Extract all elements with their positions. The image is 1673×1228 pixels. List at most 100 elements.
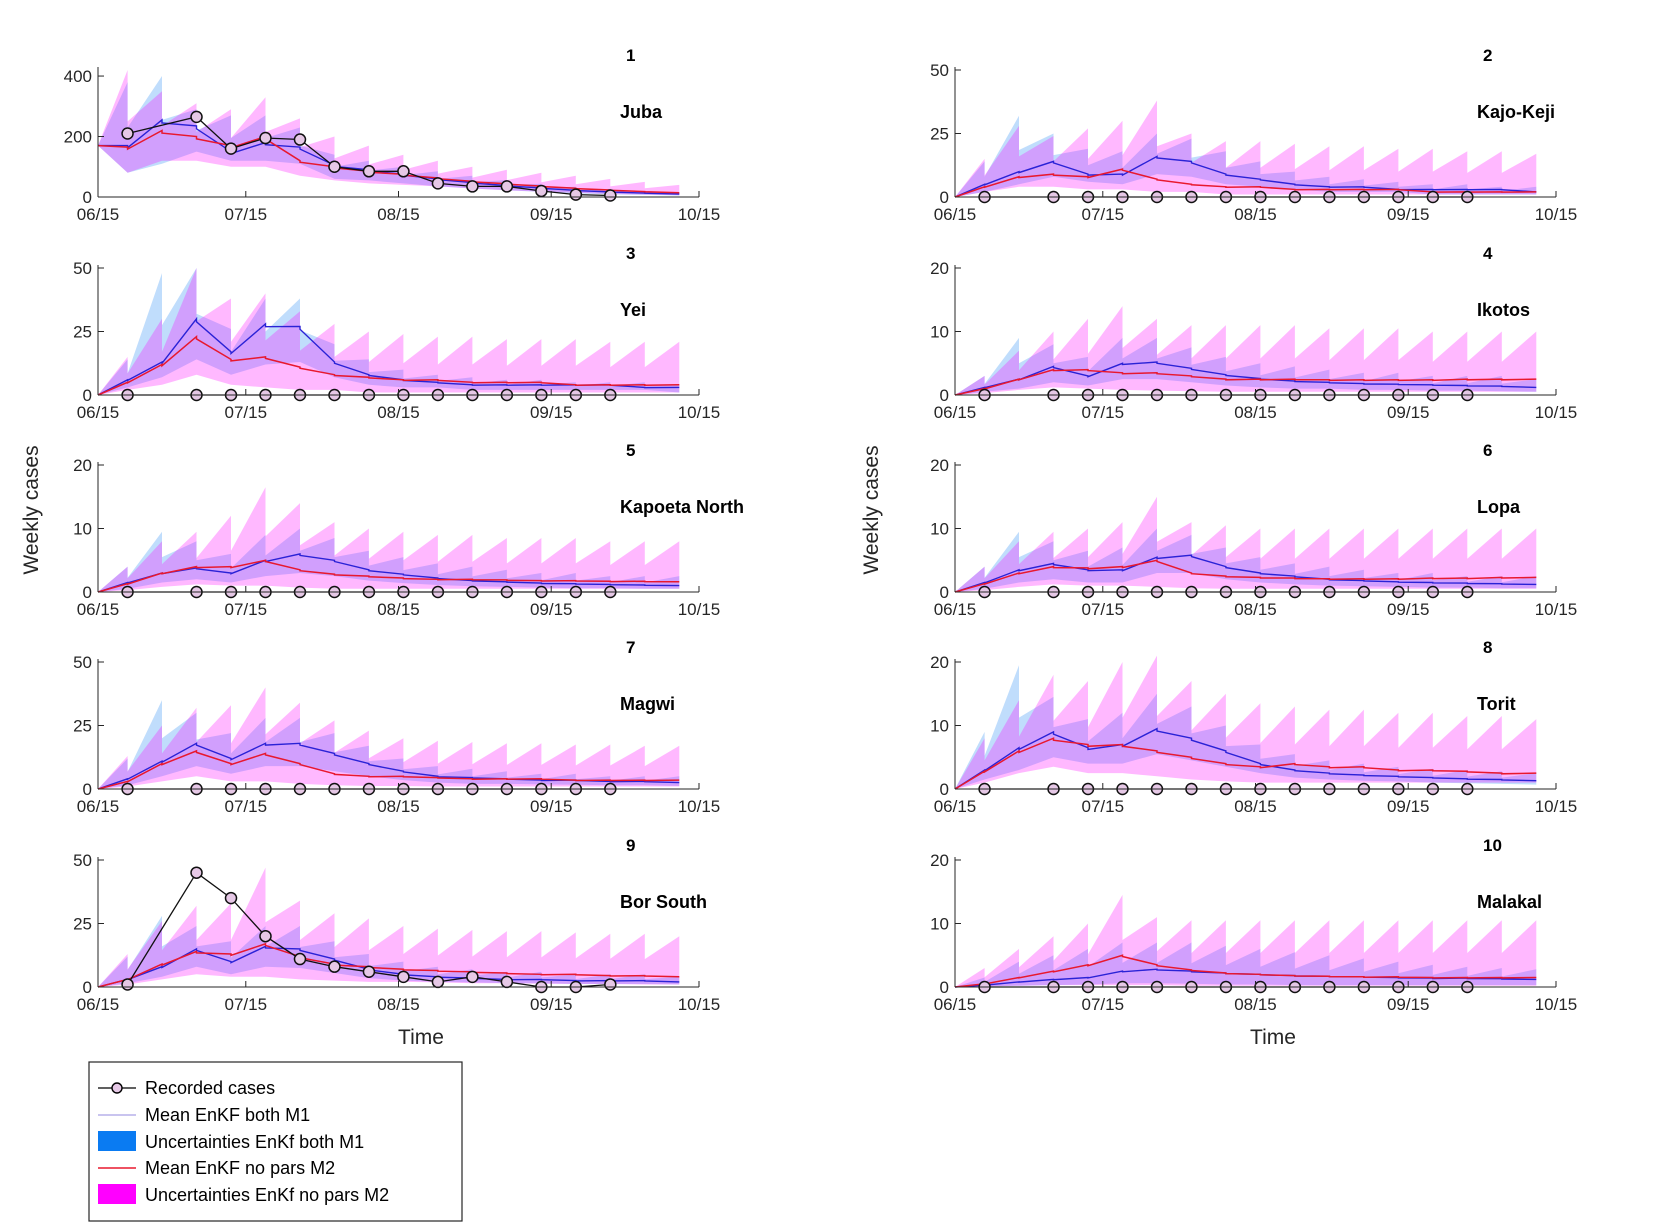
x-tick-label: 09/15: [530, 797, 573, 816]
y-axis-label-left: Weekly cases: [20, 445, 43, 574]
m2-mean-line: [97, 942, 680, 988]
panel-number: 10: [1483, 836, 1502, 855]
panel-9: 0 25 50 06/15 07/15 08/15 09/15 10/15 9 Bor South: [73, 836, 720, 1014]
y-tick-label: 0: [83, 386, 92, 405]
panel-8: 0 10 20 06/15 07/15 08/15 09/15 10/15 8 Torit: [930, 638, 1577, 816]
m2-uncertainty-band: [955, 655, 1537, 789]
y-tick-label: 400: [64, 67, 92, 86]
recorded-point: [466, 180, 479, 193]
y-tick-label: 10: [73, 520, 92, 539]
y-tick-label: 0: [940, 780, 949, 799]
y-axis-label-right: Weekly cases: [860, 445, 883, 574]
panel-number: 4: [1483, 244, 1493, 263]
recorded-point: [362, 965, 376, 979]
panel-6: 0 10 20 06/15 07/15 08/15 09/15 10/15 6 Lopa: [930, 441, 1577, 619]
x-tick-label: 07/15: [1082, 797, 1125, 816]
panel-name: Magwi: [620, 694, 675, 714]
x-tick-label: 06/15: [934, 600, 977, 619]
m1-uncertainty-band: [98, 268, 680, 395]
x-axis-label-left: Time: [398, 1026, 444, 1049]
x-tick-label: 10/15: [1535, 403, 1578, 422]
recorded-point: [466, 970, 479, 984]
x-tick-label: 07/15: [1082, 995, 1125, 1014]
m2-uncertainty-band: [98, 70, 680, 196]
recorded-point: [121, 127, 134, 140]
legend-m2-band-swatch: [98, 1184, 136, 1204]
panel-name: Torit: [1477, 694, 1516, 714]
x-tick-label: 10/15: [678, 205, 721, 224]
x-tick-label: 07/15: [1082, 403, 1125, 422]
m2-uncertainty-band: [98, 268, 680, 395]
recorded-point: [190, 866, 203, 879]
panel-name: Bor South: [620, 892, 707, 912]
y-tick-label: 0: [83, 978, 92, 997]
m1-uncertainty-band: [955, 528, 1537, 592]
x-tick-label: 07/15: [225, 600, 268, 619]
recorded-point: [397, 970, 410, 984]
x-tick-label: 07/15: [1082, 205, 1125, 224]
y-tick-label: 10: [930, 520, 949, 539]
recorded-point: [121, 978, 134, 991]
x-tick-label: 09/15: [530, 995, 573, 1014]
x-tick-label: 06/15: [77, 403, 120, 422]
y-tick-label: 0: [940, 188, 949, 207]
x-tick-label: 07/15: [225, 403, 268, 422]
x-tick-label: 08/15: [1234, 797, 1277, 816]
recorded-point: [259, 929, 272, 943]
recorded-point: [397, 165, 410, 178]
y-tick-label: 0: [83, 780, 92, 799]
x-tick-label: 09/15: [530, 205, 573, 224]
y-tick-label: 20: [930, 851, 949, 870]
y-tick-label: 0: [83, 188, 92, 207]
recorded-point: [328, 960, 341, 973]
panel-2: 0 25 50 06/15 07/15 08/15 09/15 10/15 2 Kajo-Keji: [930, 46, 1577, 224]
x-tick-label: 10/15: [1535, 205, 1578, 224]
m2-uncertainty-band: [955, 306, 1537, 395]
panel-number: 3: [626, 244, 635, 263]
panel-name: Kajo-Keji: [1477, 102, 1555, 122]
y-tick-label: 200: [64, 128, 92, 147]
recorded-point: [224, 142, 238, 155]
x-tick-label: 08/15: [377, 205, 420, 224]
y-tick-label: 20: [73, 456, 92, 475]
recorded-point: [535, 184, 548, 198]
recorded-point: [604, 978, 617, 991]
panel-10: 0 10 20 06/15 07/15 08/15 09/15 10/15 10 Malakal: [930, 836, 1577, 1014]
x-tick-label: 08/15: [377, 403, 420, 422]
legend-entry-m2-mean: Mean EnKF no pars M2: [98, 1158, 335, 1178]
x-tick-label: 09/15: [1387, 995, 1430, 1014]
y-tick-label: 10: [930, 915, 949, 934]
recorded-point: [293, 952, 307, 966]
legend-m1-mean-label: Mean EnKF both M1: [145, 1105, 310, 1125]
recorded-point: [431, 975, 445, 989]
m2-mean-line: [954, 737, 1537, 790]
x-tick-label: 09/15: [1387, 797, 1430, 816]
y-tick-label: 0: [83, 583, 92, 602]
y-tick-label: 50: [73, 653, 92, 672]
m2-mean-line: [954, 559, 1537, 593]
legend-entry-m1-band: Uncertainties EnKf both M1: [98, 1131, 364, 1152]
panel-7: 0 25 50 06/15 07/15 08/15 09/15 10/15 7 Magwi: [73, 638, 720, 816]
recorded-point: [362, 165, 376, 178]
legend-entry-recorded: Recorded cases: [98, 1078, 275, 1098]
x-tick-label: 10/15: [678, 403, 721, 422]
m1-uncertainty-band: [955, 665, 1537, 789]
m2-mean-line: [954, 954, 1537, 988]
x-tick-label: 10/15: [1535, 995, 1578, 1014]
recorded-point: [431, 177, 445, 190]
panel-5: 0 10 20 06/15 07/15 08/15 09/15 10/15 5 Kapoeta N…: [73, 441, 744, 619]
m2-uncertainty-band: [955, 894, 1537, 987]
m1-uncertainty-band: [98, 700, 680, 789]
m1-uncertainty-band: [98, 528, 680, 592]
x-tick-label: 07/15: [225, 205, 268, 224]
x-tick-label: 06/15: [934, 205, 977, 224]
m1-mean-line: [954, 554, 1537, 593]
recorded-point: [604, 189, 617, 202]
m2-mean-line: [97, 559, 680, 593]
panel-number: 1: [626, 46, 635, 65]
legend-recorded-marker: [111, 1082, 123, 1094]
legend-m1-band-label: Uncertainties EnKf both M1: [145, 1132, 364, 1152]
panel-name: Malakal: [1477, 892, 1542, 912]
x-tick-label: 10/15: [678, 797, 721, 816]
